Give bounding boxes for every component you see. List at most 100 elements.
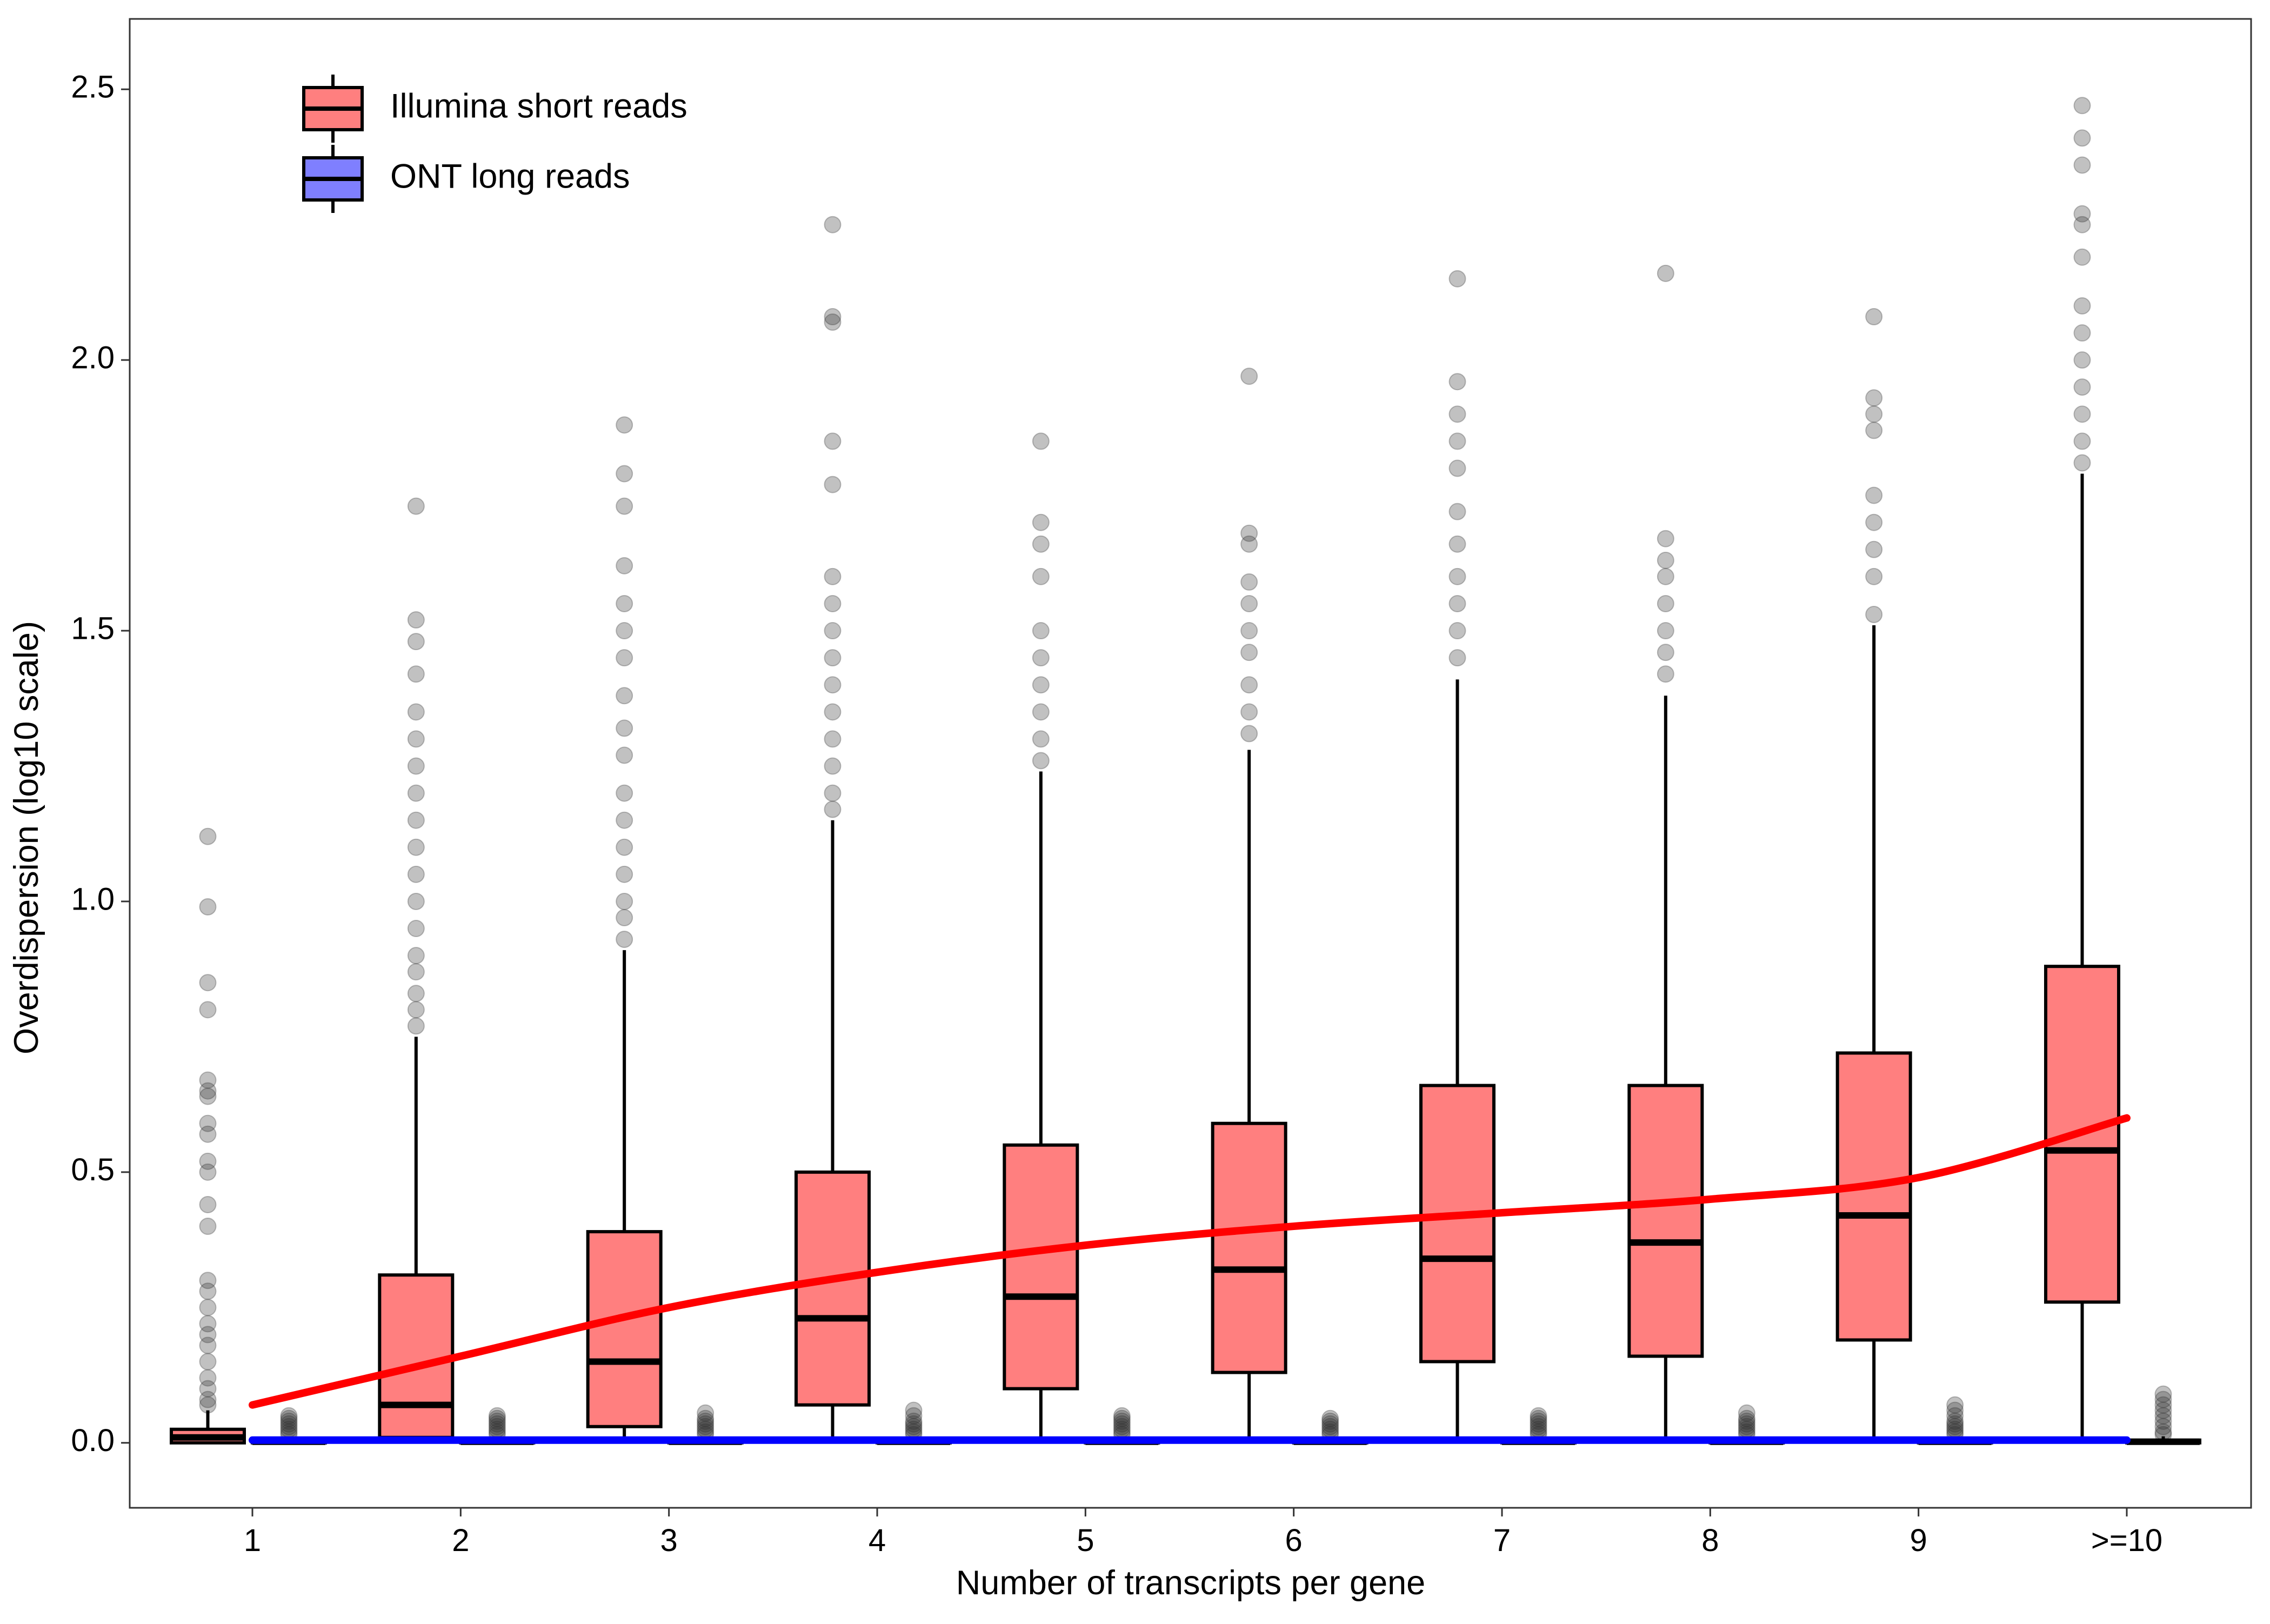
- outlier-point-ont: [280, 1415, 298, 1433]
- outlier-point-illumina: [199, 1315, 217, 1333]
- outlier-point-illumina: [1657, 594, 1674, 612]
- outlier-point-ont: [488, 1418, 506, 1435]
- y-tick-label: 0.5: [71, 1152, 115, 1187]
- outlier-point-illumina: [1865, 606, 1883, 623]
- outlier-point-illumina: [407, 497, 425, 515]
- outlier-point-ont: [2154, 1418, 2172, 1435]
- outlier-point-illumina: [616, 594, 633, 612]
- outlier-point-illumina: [407, 703, 425, 721]
- outlier-point-illumina: [824, 649, 842, 667]
- outlier-point-ont: [1530, 1415, 1547, 1433]
- outlier-point-illumina: [1865, 389, 1883, 407]
- outlier-point-ont: [488, 1412, 506, 1430]
- outlier-point-illumina: [824, 476, 842, 493]
- outlier-point-illumina: [1657, 530, 1674, 547]
- outlier-point-illumina: [407, 633, 425, 651]
- outlier-point-ont: [1946, 1407, 1964, 1425]
- x-tick-label: 1: [244, 1523, 261, 1558]
- outlier-point-illumina: [1657, 622, 1674, 640]
- outlier-point-illumina: [407, 730, 425, 748]
- outlier-point-illumina: [1032, 730, 1050, 748]
- outlier-point-illumina: [1865, 540, 1883, 558]
- box-illumina: [1627, 1084, 1704, 1358]
- box-illumina: [1419, 1084, 1495, 1364]
- outlier-point-illumina: [199, 1353, 217, 1371]
- outlier-point-illumina: [199, 1114, 217, 1132]
- outlier-point-illumina: [199, 1152, 217, 1170]
- outlier-point-ont: [2154, 1401, 2172, 1419]
- outlier-point-illumina: [2073, 205, 2091, 223]
- x-tick-label: 9: [1910, 1523, 1927, 1558]
- outlier-point-ont: [905, 1401, 923, 1419]
- outlier-point-illumina: [1865, 308, 1883, 325]
- outlier-point-illumina: [407, 665, 425, 683]
- outlier-point-ont: [488, 1409, 506, 1427]
- outlier-point-ont: [1113, 1407, 1131, 1425]
- outlier-point-illumina: [407, 757, 425, 775]
- outlier-point-illumina: [1240, 644, 1258, 661]
- outlier-point-illumina: [616, 687, 633, 705]
- outlier-point-illumina: [824, 622, 842, 640]
- outlier-point-ont: [1113, 1415, 1131, 1433]
- outlier-point-ont: [488, 1415, 506, 1433]
- outlier-point-illumina: [407, 920, 425, 938]
- outlier-point-illumina: [199, 1087, 217, 1105]
- outlier-point-illumina: [199, 1195, 217, 1213]
- outlier-point-illumina: [824, 432, 842, 450]
- outlier-point-illumina: [1240, 622, 1258, 640]
- x-tick-label: 4: [869, 1523, 886, 1558]
- outlier-point-illumina: [1657, 567, 1674, 585]
- trend-line-illumina: [249, 1114, 2131, 1409]
- outlier-point-illumina: [616, 465, 633, 483]
- outlier-point-illumina: [1865, 567, 1883, 585]
- outlier-point-illumina: [1448, 432, 1466, 450]
- y-tick-label: 1.0: [71, 881, 115, 917]
- outlier-point-illumina: [1032, 513, 1050, 531]
- outlier-point-illumina: [407, 784, 425, 802]
- box-illumina: [586, 1230, 663, 1428]
- outlier-point-ont: [905, 1407, 923, 1425]
- outlier-point-illumina: [2073, 216, 2091, 233]
- outlier-point-illumina: [199, 1082, 217, 1100]
- x-tick-label: 3: [660, 1523, 678, 1558]
- box-illumina: [378, 1273, 455, 1439]
- outlier-point-illumina: [616, 892, 633, 910]
- outlier-point-illumina: [199, 1336, 217, 1354]
- outlier-point-illumina: [2073, 378, 2091, 396]
- y-tick-label: 2.0: [71, 340, 115, 375]
- legend-label-illumina: Illumina short reads: [390, 88, 687, 125]
- outlier-point-ont: [280, 1407, 298, 1425]
- outlier-point-ont: [1946, 1412, 1964, 1430]
- outlier-point-illumina: [1240, 725, 1258, 743]
- outlier-point-illumina: [1448, 373, 1466, 391]
- outlier-point-illumina: [2073, 97, 2091, 115]
- outlier-point-illumina: [199, 1369, 217, 1387]
- outlier-point-illumina: [1865, 422, 1883, 439]
- x-tick-label: 7: [1493, 1523, 1511, 1558]
- box-illumina: [1835, 1051, 1912, 1342]
- y-tick-label: 0.0: [71, 1423, 115, 1458]
- box-illumina: [1211, 1121, 1287, 1374]
- outlier-point-illumina: [1657, 551, 1674, 569]
- outlier-point-illumina: [199, 974, 217, 992]
- outlier-point-ont: [1530, 1412, 1547, 1430]
- outlier-point-illumina: [824, 216, 842, 233]
- y-tick-label: 1.5: [71, 611, 115, 646]
- y-tick-label: 2.5: [71, 70, 115, 105]
- outlier-point-ont: [1738, 1415, 1755, 1433]
- outlier-point-ont: [1946, 1396, 1964, 1414]
- outlier-point-illumina: [199, 1380, 217, 1398]
- outlier-point-illumina: [1032, 703, 1050, 721]
- outlier-point-illumina: [199, 1391, 217, 1408]
- outlier-point-illumina: [824, 676, 842, 694]
- outlier-point-illumina: [1240, 703, 1258, 721]
- outlier-point-illumina: [824, 757, 842, 775]
- outlier-point-illumina: [616, 838, 633, 856]
- outlier-point-illumina: [199, 1326, 217, 1344]
- outlier-point-illumina: [1240, 676, 1258, 694]
- outlier-point-ont: [1738, 1404, 1755, 1422]
- outlier-point-illumina: [2073, 324, 2091, 342]
- outlier-point-illumina: [616, 557, 633, 574]
- x-tick-label: >=10: [2091, 1523, 2162, 1558]
